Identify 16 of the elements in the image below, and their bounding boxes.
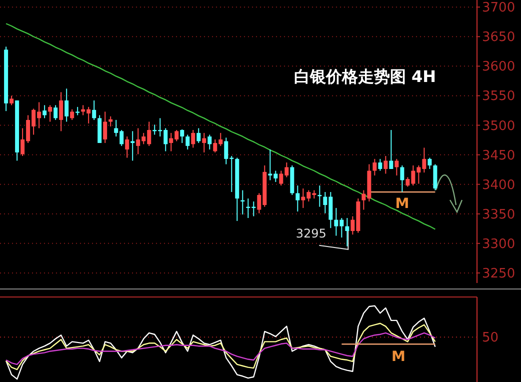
annotation: M (391, 348, 406, 365)
y-tick-label: 3300 (482, 236, 516, 252)
y-tick-label: 3650 (482, 30, 516, 46)
text: 白银价格走势图 4H (294, 67, 436, 86)
y-tick-label: 3600 (482, 60, 516, 75)
text: 50 (482, 330, 499, 346)
y-tick-label: 3400 (482, 178, 516, 193)
y-tick-label: 3450 (482, 148, 516, 164)
y-tick-label: 3350 (482, 207, 516, 222)
y-tick-label: 3700 (482, 0, 516, 16)
y-tick-label: 3500 (482, 118, 516, 134)
annotation: 3295 (296, 226, 326, 240)
y-tick-label: 3250 (482, 266, 516, 282)
annotation: M (395, 196, 410, 212)
y-tick-label: 3550 (482, 89, 516, 104)
line-series (5, 23, 436, 230)
